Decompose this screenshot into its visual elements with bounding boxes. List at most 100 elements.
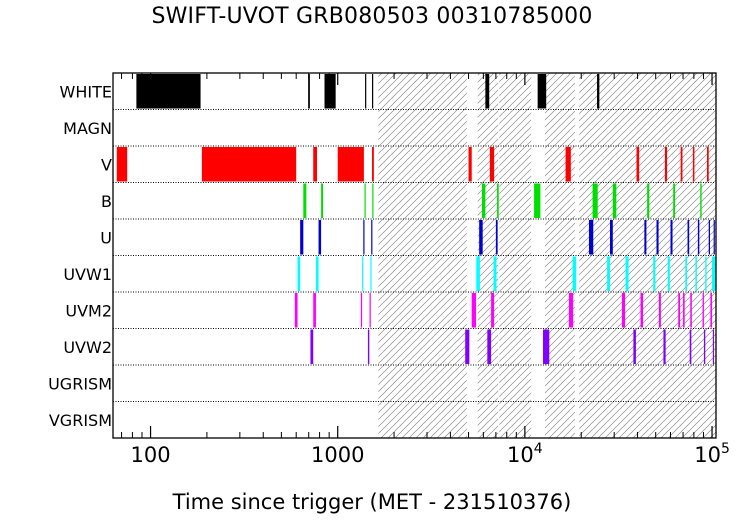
exposure-bar-uvw1 — [667, 256, 670, 291]
x-tick-label: 104 — [507, 441, 543, 467]
exposure-bar-uvm2 — [690, 293, 692, 328]
x-axis-label: Time since trigger (MET - 231510376) — [172, 490, 572, 514]
filter-label-b: B — [101, 192, 112, 211]
exposure-bar-u — [644, 220, 647, 255]
exposure-bar-uvw2 — [633, 329, 636, 364]
exposure-bar-uvm2 — [294, 293, 298, 328]
filter-label-vgrism: VGRISM — [49, 411, 112, 430]
exposure-bar-u — [318, 220, 322, 255]
exposure-bar-uvw1 — [712, 256, 716, 291]
exposure-bar-uvw2 — [663, 329, 666, 364]
exposure-bar-v — [313, 147, 317, 182]
exposure-bar-u — [363, 220, 365, 255]
exposure-bar-uvm2 — [710, 293, 713, 328]
exposure-bar-uvw1 — [476, 256, 480, 291]
exposure-bar-uvw1 — [572, 256, 577, 291]
exposure-bar-white — [308, 74, 310, 109]
filter-labels: WHITE MAGN VBU UVW1 UVM2 UVW2 UGRISM VGRISM — [48, 82, 112, 430]
exposure-bar-uvw1 — [653, 256, 656, 291]
exposure-bar-u — [588, 220, 594, 255]
exposure-bar-uvw2 — [487, 329, 492, 364]
exposure-bar-v — [707, 147, 709, 182]
exposure-bar-uvw1 — [705, 256, 707, 291]
hatched-interval — [544, 73, 575, 438]
filter-label-uvm2: UVM2 — [65, 301, 112, 320]
exposure-bar-v — [468, 147, 472, 182]
exposure-bar-uvw1 — [607, 256, 611, 291]
exposure-bar-white — [597, 74, 600, 109]
exposure-bar-v — [680, 147, 683, 182]
exposure-bar-v — [636, 147, 640, 182]
exposure-bar-uvw1 — [370, 256, 372, 291]
plot-border — [112, 72, 717, 439]
exposure-bar-u — [670, 220, 673, 255]
exposure-bar-u — [610, 220, 613, 255]
exposure-bar-u — [371, 220, 373, 255]
exposure-bar-u — [687, 220, 690, 255]
exposure-bar-uvm2 — [568, 293, 574, 328]
exposure-bar-b — [364, 183, 366, 218]
exposure-bar-uvm2 — [491, 293, 495, 328]
x-tick-label: 100 — [131, 443, 171, 467]
exposure-bar-white — [365, 74, 367, 109]
exposure-bar-uvw1 — [297, 256, 301, 291]
filter-label-v: V — [101, 155, 112, 174]
exposure-bar-uvm2 — [360, 293, 363, 328]
exposure-bar-u — [713, 220, 715, 255]
exposure-bar-u — [300, 220, 304, 255]
exposure-bar-v — [565, 147, 571, 182]
exposure-bar-uvm2 — [683, 293, 685, 328]
exposure-bar-b — [372, 183, 374, 218]
exposure-bar-u — [656, 220, 659, 255]
exposure-bar-white — [372, 74, 374, 109]
plot-frame — [112, 72, 717, 439]
exposure-bar-uvm2 — [471, 293, 476, 328]
exposure-bar-white — [324, 74, 336, 109]
exposure-bar-white — [537, 74, 547, 109]
exposure-bar-u — [479, 220, 483, 255]
exposure-bar-b — [497, 183, 499, 218]
exposure-bar-v — [372, 147, 374, 182]
exposure-bar-b — [321, 183, 324, 218]
x-tick-label: 1000 — [311, 443, 364, 467]
exposure-bar-uvm2 — [702, 293, 704, 328]
exposure-bar-b — [647, 183, 650, 218]
filter-label-u: U — [100, 228, 112, 247]
exposure-bar-u — [708, 220, 710, 255]
exposure-bar-uvm2 — [640, 293, 644, 328]
filter-label-ugrism: UGRISM — [48, 374, 112, 393]
exposure-bar-uvw1 — [315, 256, 319, 291]
filter-label-white: WHITE — [60, 82, 112, 101]
exposure-bar-b — [592, 183, 598, 218]
exposure-bars — [116, 74, 716, 364]
exposure-bar-b — [534, 183, 541, 218]
chart-title: SWIFT-UVOT GRB080503 00310785000 — [151, 4, 593, 29]
exposure-bar-uvm2 — [369, 293, 371, 328]
exposure-bar-uvw1 — [625, 256, 629, 291]
exposure-bar-uvm2 — [658, 293, 661, 328]
exposure-bar-uvm2 — [621, 293, 626, 328]
exposure-bar-b — [673, 183, 676, 218]
exposure-bar-uvw2 — [689, 329, 692, 364]
exposure-bar-v — [664, 147, 668, 182]
exposure-bar-uvm2 — [678, 293, 681, 328]
exposure-bar-uvm2 — [313, 293, 316, 328]
exposure-bar-v — [337, 147, 364, 182]
exposure-bar-b — [481, 183, 486, 218]
exposure-bar-v — [201, 147, 297, 182]
exposure-bar-uvw2 — [712, 329, 715, 364]
filter-label-uvw2: UVW2 — [63, 338, 112, 357]
exposure-bar-uvw1 — [493, 256, 497, 291]
exposure-bar-uvw2 — [543, 329, 550, 364]
exposure-bar-b — [700, 183, 702, 218]
exposure-bar-b — [612, 183, 617, 218]
exposure-bar-uvw2 — [310, 329, 314, 364]
exposure-bar-white — [485, 74, 490, 109]
exposure-bar-uvw1 — [362, 256, 364, 291]
filter-label-uvw1: UVW1 — [63, 265, 112, 284]
row-separators — [113, 109, 716, 402]
filter-label-magn: MAGN — [63, 119, 112, 138]
exposure-bar-uvw1 — [695, 256, 697, 291]
exposure-bar-white — [136, 74, 201, 109]
